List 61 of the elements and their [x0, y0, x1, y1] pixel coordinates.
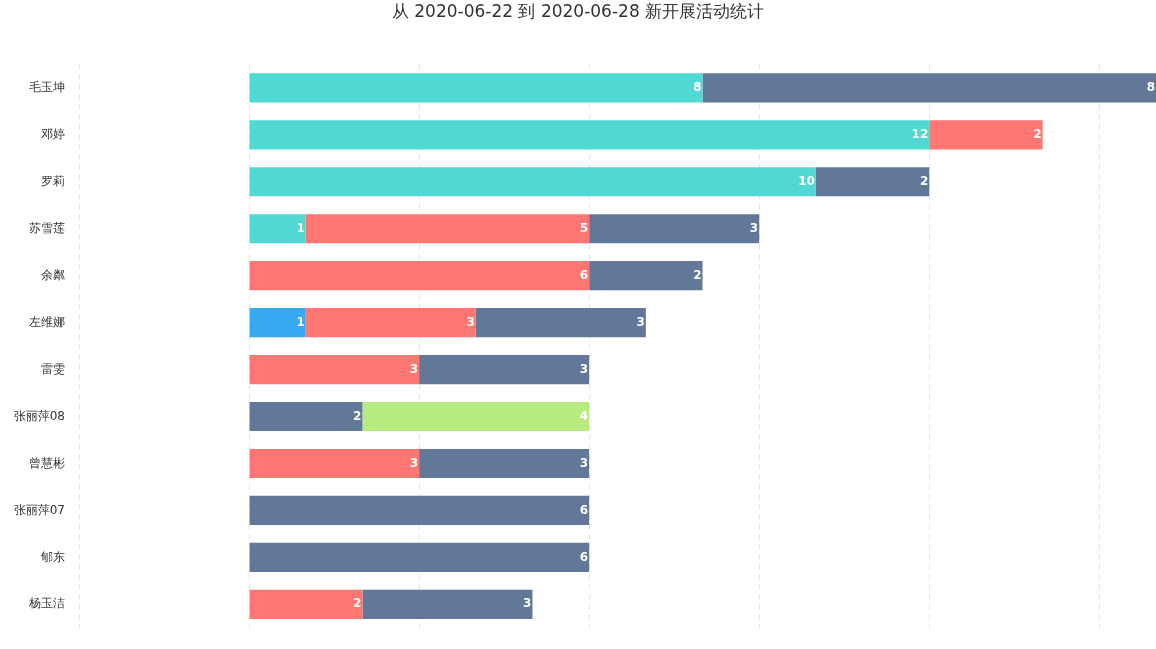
bar	[305, 308, 476, 338]
bar	[249, 401, 363, 432]
bar	[815, 167, 930, 197]
bar	[249, 542, 590, 572]
bar	[475, 308, 646, 338]
data-label: 3	[466, 314, 475, 329]
y-tick-label: 余粼	[41, 267, 65, 282]
data-label: 8	[1146, 80, 1155, 94]
bar	[249, 589, 363, 619]
data-label: 1	[296, 220, 305, 235]
bar	[249, 261, 590, 291]
data-label: 2	[919, 173, 929, 188]
data-label: 8	[693, 80, 702, 94]
data-label: 6	[579, 502, 589, 517]
data-label: 10	[798, 173, 815, 188]
data-label: 5	[579, 220, 589, 235]
bar	[249, 73, 703, 103]
bar	[249, 167, 816, 197]
y-tick-label: 罗莉	[41, 173, 65, 188]
y-tick-label: 曾慧彬	[29, 455, 65, 470]
y-tick-label: 毛玉坤	[29, 80, 65, 94]
y-tick-label: 左维娜	[29, 314, 65, 329]
data-label: 6	[579, 549, 589, 564]
data-label: 2	[353, 408, 362, 423]
data-label: 3	[409, 361, 419, 376]
bar	[249, 448, 420, 479]
data-label: 12	[911, 126, 929, 141]
y-tick-label: 张丽萍07	[13, 502, 65, 517]
data-label: 3	[523, 596, 532, 611]
bar	[702, 73, 1156, 103]
bar	[419, 448, 590, 479]
y-tick-label: 雷雯	[41, 361, 65, 376]
data-label: 3	[409, 455, 419, 470]
data-label: 3	[749, 220, 759, 235]
y-tick-label: 邓婷	[41, 126, 65, 141]
bar	[249, 214, 306, 244]
data-label: 2	[1033, 126, 1042, 141]
data-label: 6	[579, 267, 589, 282]
bar	[249, 308, 306, 338]
y-tick-label: 苏雪莲	[29, 220, 65, 235]
data-label: 4	[579, 408, 589, 423]
data-label: 1	[296, 314, 305, 329]
bar	[419, 355, 590, 385]
y-tick-label: 郇东	[41, 549, 65, 564]
bar	[249, 355, 420, 385]
bar	[362, 589, 533, 619]
chart-title: 从 2020-06-22 到 2020-06-28 新开展活动统计	[391, 0, 765, 21]
data-label: 3	[636, 314, 645, 329]
data-label: 2	[353, 596, 362, 611]
bar	[249, 495, 590, 525]
y-tick-label: 杨玉洁	[28, 596, 65, 611]
data-label: 3	[579, 361, 589, 376]
data-label: 2	[693, 267, 702, 282]
bar	[362, 401, 590, 432]
y-tick-label: 张丽萍08	[13, 408, 65, 423]
bar	[305, 214, 590, 244]
bar	[589, 261, 703, 291]
bar	[589, 214, 760, 244]
bar	[249, 120, 930, 150]
data-label: 3	[579, 455, 589, 470]
bar	[929, 120, 1043, 150]
